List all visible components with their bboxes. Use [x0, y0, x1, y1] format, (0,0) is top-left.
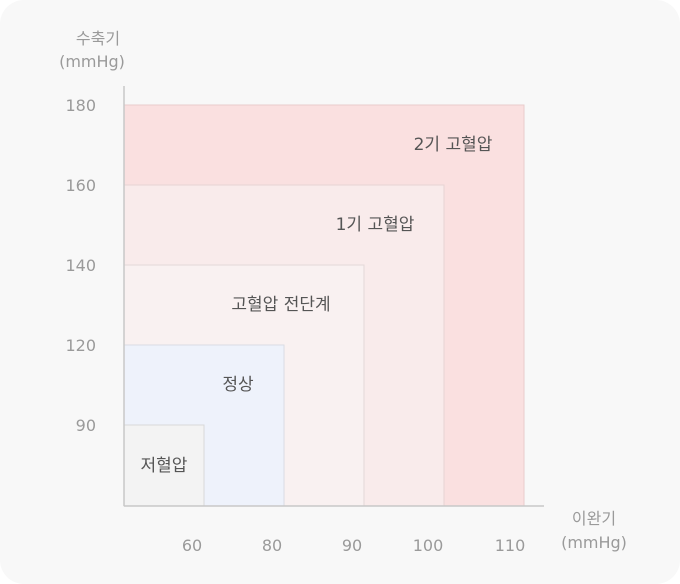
x-tick-label: 60 — [182, 536, 202, 555]
y-tick-label: 160 — [65, 176, 96, 195]
y-tick-label: 180 — [65, 96, 96, 115]
x-tick-label: 110 — [495, 536, 526, 555]
x-tick-label: 100 — [413, 536, 444, 555]
x-tick-label: 90 — [342, 536, 362, 555]
zone-label-stage1: 1기 고혈압 — [336, 215, 415, 235]
zone-label-hypotension: 저혈압 — [141, 456, 188, 476]
x-tick-label: 80 — [262, 536, 282, 555]
y-tick-label: 140 — [65, 256, 96, 275]
zone-label-stage2: 2기 고혈압 — [414, 135, 493, 155]
y-axis-title: 수축기 — [76, 29, 120, 48]
zone-label-normal: 정상 — [222, 375, 254, 395]
y-tick-label: 90 — [76, 416, 96, 435]
y-axis-unit: (mmHg) — [59, 52, 125, 71]
x-axis-unit: (mmHg) — [561, 533, 627, 552]
zone-label-prehypertension: 고혈압 전단계 — [231, 295, 330, 315]
y-tick-label: 120 — [65, 336, 96, 355]
x-axis-title: 이완기 — [572, 509, 616, 528]
